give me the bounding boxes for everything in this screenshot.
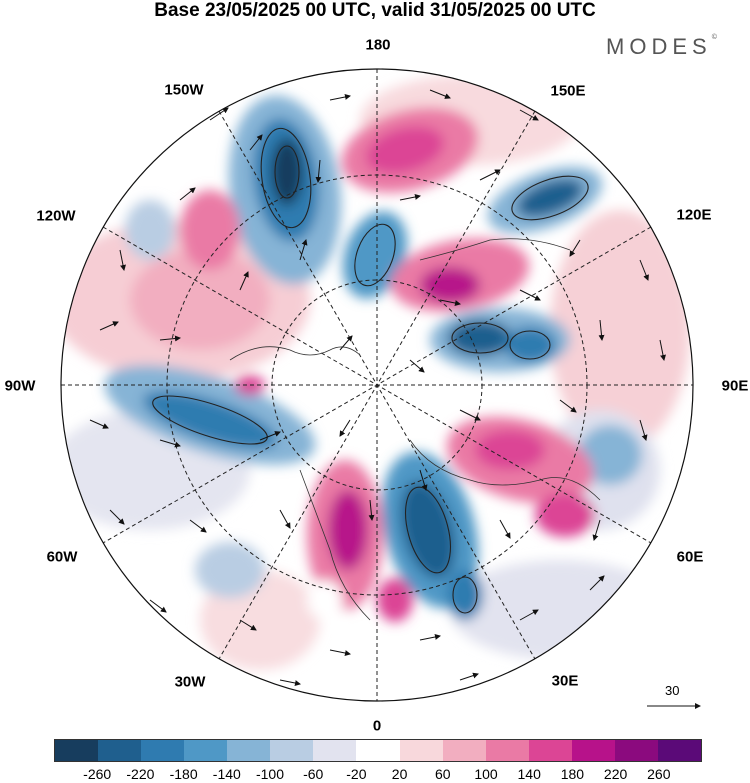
brand-name: MODES bbox=[606, 34, 712, 59]
colorbar-tick-label: 60 bbox=[435, 766, 451, 782]
colorbar-tick-label: 260 bbox=[647, 766, 671, 782]
colorbar-swatch bbox=[485, 740, 529, 761]
lon-label-60e: 60E bbox=[676, 548, 704, 566]
colorbar-tick-label: 140 bbox=[517, 766, 541, 782]
colorbar-swatch bbox=[399, 740, 443, 761]
colorbar-swatch bbox=[270, 740, 314, 761]
lon-label-30e: 30E bbox=[551, 672, 579, 690]
lon-label-150e: 150E bbox=[550, 82, 586, 100]
brand-logo: MODES© bbox=[606, 34, 717, 60]
colorbar-tick-label: 220 bbox=[603, 766, 628, 782]
colorbar-swatch bbox=[657, 740, 701, 761]
lon-label-30w: 30W bbox=[174, 673, 206, 691]
colorbar-swatch bbox=[571, 740, 615, 761]
colorbar-tick-label: -260 bbox=[83, 766, 112, 782]
lon-label-60w: 60W bbox=[46, 548, 78, 566]
colorbar-tick-label: 100 bbox=[474, 766, 498, 782]
lon-label-0: 0 bbox=[372, 717, 382, 735]
colorbar-tick-label: -100 bbox=[255, 766, 285, 782]
lon-label-90e: 90E bbox=[721, 377, 749, 395]
lon-label-90w: 90W bbox=[4, 377, 36, 395]
colorbar-tick-label: -140 bbox=[212, 766, 241, 782]
map-border bbox=[60, 68, 694, 702]
colorbar-swatch bbox=[227, 740, 271, 761]
brand-mark: © bbox=[711, 34, 717, 41]
colorbar-tick-label: -20 bbox=[346, 766, 367, 782]
colorbar-swatch bbox=[98, 740, 142, 761]
colorbar-swatch bbox=[356, 740, 400, 761]
colorbar-swatch bbox=[528, 740, 572, 761]
anomaly-field bbox=[61, 69, 693, 701]
colorbar-tick-label: 20 bbox=[391, 766, 408, 782]
map-title: Base 23/05/2025 00 UTC, valid 31/05/2025… bbox=[154, 0, 596, 21]
colorbar-tick-label: -180 bbox=[169, 766, 198, 782]
lon-label-120w: 120W bbox=[36, 207, 76, 225]
colorbar-tick-label: -220 bbox=[126, 766, 155, 782]
colorbar-swatch bbox=[141, 740, 185, 761]
colorbar-tick-label: 180 bbox=[560, 766, 585, 782]
colorbar-tick-label: -60 bbox=[303, 766, 324, 782]
lon-label-180: 180 bbox=[365, 36, 391, 54]
colorbar bbox=[54, 739, 702, 762]
colorbar-swatch bbox=[442, 740, 486, 761]
colorbar-swatch bbox=[614, 740, 658, 761]
reference-vector-label: 30 bbox=[665, 683, 680, 698]
colorbar-swatch bbox=[55, 740, 99, 761]
colorbar-swatch bbox=[184, 740, 228, 761]
lon-label-150w: 150W bbox=[164, 81, 204, 99]
colorbar-swatch bbox=[313, 740, 357, 761]
lon-label-120e: 120E bbox=[676, 206, 712, 224]
